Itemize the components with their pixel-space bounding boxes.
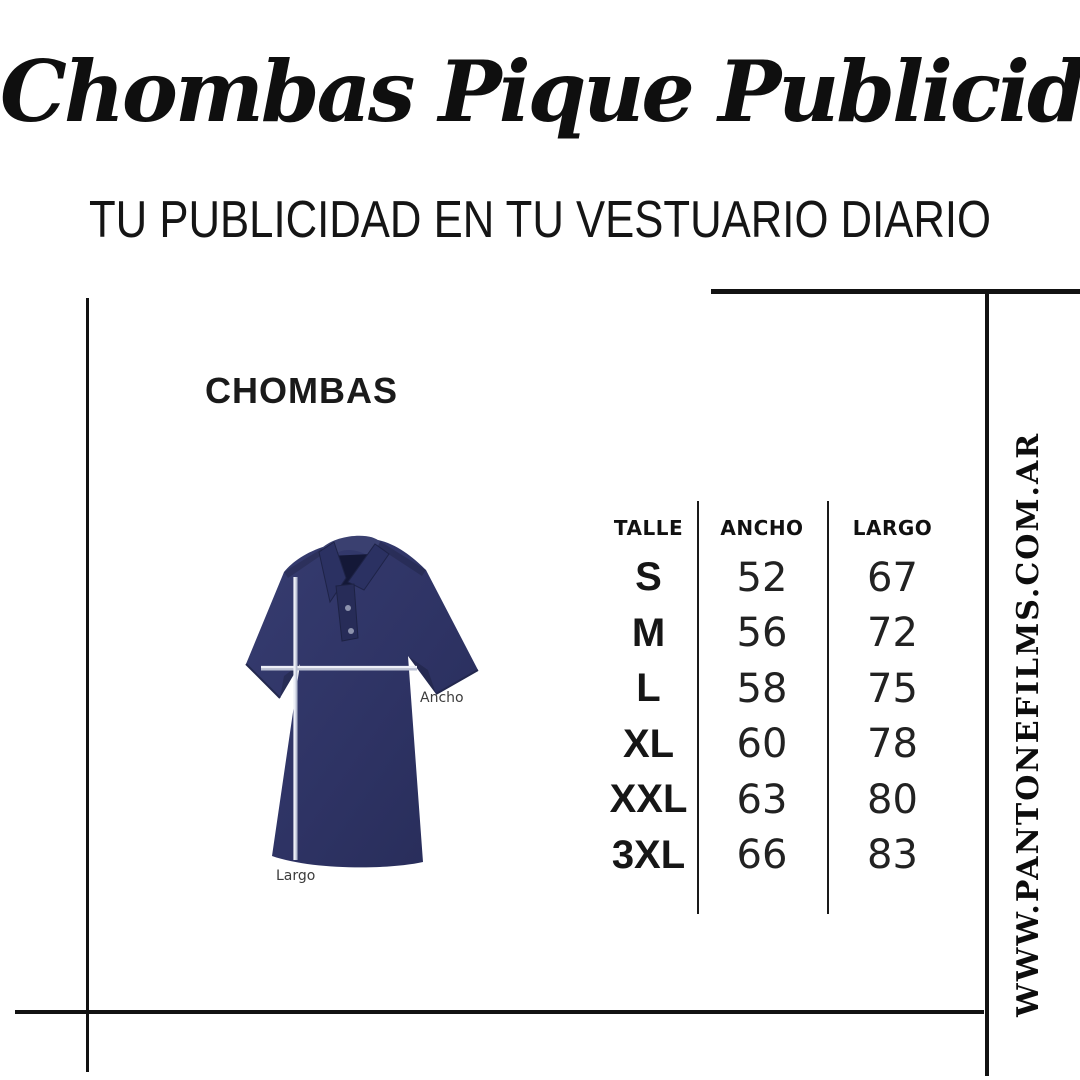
length-value: 67 [867, 554, 918, 601]
size-value: 3XL [611, 832, 686, 877]
width-measure-label: Ancho [420, 690, 464, 706]
size-table: TALLE ANCHO LARGO S 52 67 M 56 72 L 58 7… [600, 501, 958, 914]
length-measure-label: Largo [276, 868, 316, 884]
collar-band [322, 535, 380, 560]
width-value: 63 [736, 776, 788, 823]
col-header-largo: LARGO [852, 516, 933, 540]
size-value: L [636, 666, 661, 711]
shoulder-seam-left [284, 546, 326, 578]
table-separator-1 [697, 501, 699, 914]
size-value: XXL [609, 777, 688, 822]
decorative-line-left [86, 298, 89, 1072]
width-value: 58 [736, 665, 788, 712]
table-row: XL 60 78 [600, 717, 958, 773]
col-header-ancho: ANCHO [720, 516, 804, 540]
collar-flap-right [347, 543, 390, 591]
card-heading: CHOMBAS [205, 370, 398, 411]
table-row: L 58 75 [600, 661, 958, 717]
polo-body [246, 538, 478, 868]
website-url-vertical: WWW.PANTONEFILMS.COM.AR [1011, 431, 1046, 1017]
decorative-line-right [985, 289, 989, 1076]
table-row: M 56 72 [600, 606, 958, 662]
length-value: 80 [867, 776, 918, 823]
decorative-line-top-right [711, 289, 1080, 294]
width-value: 66 [736, 832, 788, 879]
table-row: XXL 63 80 [600, 772, 958, 828]
width-value: 60 [736, 721, 788, 768]
table-row: S 52 67 [600, 550, 958, 606]
shadow-right-underarm [408, 656, 436, 694]
col-header-talle: TALLE [613, 516, 684, 540]
width-value: 56 [736, 610, 788, 657]
decorative-line-bottom [15, 1010, 984, 1014]
cuff-seam-left [245, 663, 281, 699]
shoulder-seam-right [376, 540, 426, 576]
cuff-seam-right [435, 669, 479, 695]
table-row: 3XL 66 83 [600, 828, 958, 884]
size-value: S [635, 555, 662, 600]
page-title: Chombas Pique Publicidad [0, 42, 1080, 141]
width-value: 52 [736, 554, 788, 601]
length-value: 72 [867, 610, 918, 657]
page-subtitle: TU PUBLICIDAD EN TU VESTUARIO DIARIO [88, 191, 992, 249]
size-value: XL [622, 721, 675, 766]
button-top [345, 605, 351, 611]
table-separator-2 [827, 501, 829, 914]
length-value: 83 [867, 832, 918, 879]
button-bottom [348, 628, 354, 634]
length-value: 75 [867, 665, 918, 712]
length-value: 78 [867, 721, 918, 768]
table-header-row: TALLE ANCHO LARGO [600, 506, 958, 550]
size-value: M [631, 610, 666, 655]
polo-shirt-image [245, 535, 479, 868]
placket [335, 583, 359, 642]
